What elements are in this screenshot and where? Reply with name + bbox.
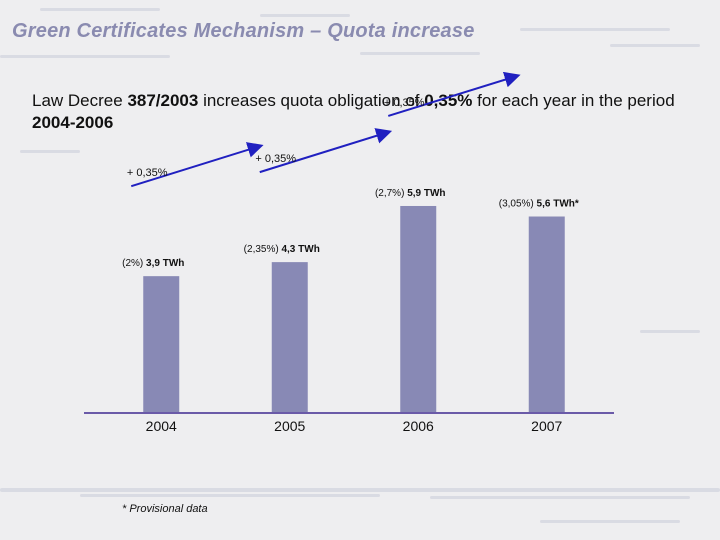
subtitle-text: for each year in the period [472, 91, 675, 110]
subtitle-period: 2004-2006 [32, 113, 114, 133]
bar-2006 [400, 205, 437, 413]
slide-title: Green Certificates Mechanism – Quota inc… [12, 20, 475, 42]
bar-2007 [528, 216, 565, 413]
subtitle-decree: 387/2003 [127, 91, 199, 110]
slide-subtitle: Law Decree 387/2003 increases quota obli… [32, 90, 692, 134]
increment-label: + 0,35% [384, 97, 425, 109]
x-tick-label: 2005 [274, 418, 305, 434]
data-label-2006: (2,7%) 5,9 TWh [375, 188, 446, 199]
x-tick-label: 2004 [146, 418, 177, 434]
bar-2004 [143, 276, 180, 413]
footnote: * Provisional data [122, 503, 208, 515]
increment-label: + 0,35% [255, 153, 296, 165]
data-label-2007: (3,05%) 5,6 TWh* [499, 199, 579, 210]
x-tick-label: 2007 [531, 418, 562, 434]
increment-arrow [387, 71, 521, 117]
subtitle-quota: 0,35% [424, 91, 473, 110]
increment-arrow [130, 142, 264, 188]
subtitle-text: increases quota obligation of [198, 91, 425, 110]
increment-arrow [259, 128, 393, 174]
bar-2005 [271, 262, 308, 413]
subtitle-text: Law Decree [32, 91, 128, 110]
x-tick-label: 2006 [403, 418, 434, 434]
increment-label: + 0,35% [127, 167, 168, 179]
data-label-2005: (2,35%) 4,3 TWh [244, 244, 320, 255]
data-label-2004: (2%) 3,9 TWh [122, 258, 184, 269]
